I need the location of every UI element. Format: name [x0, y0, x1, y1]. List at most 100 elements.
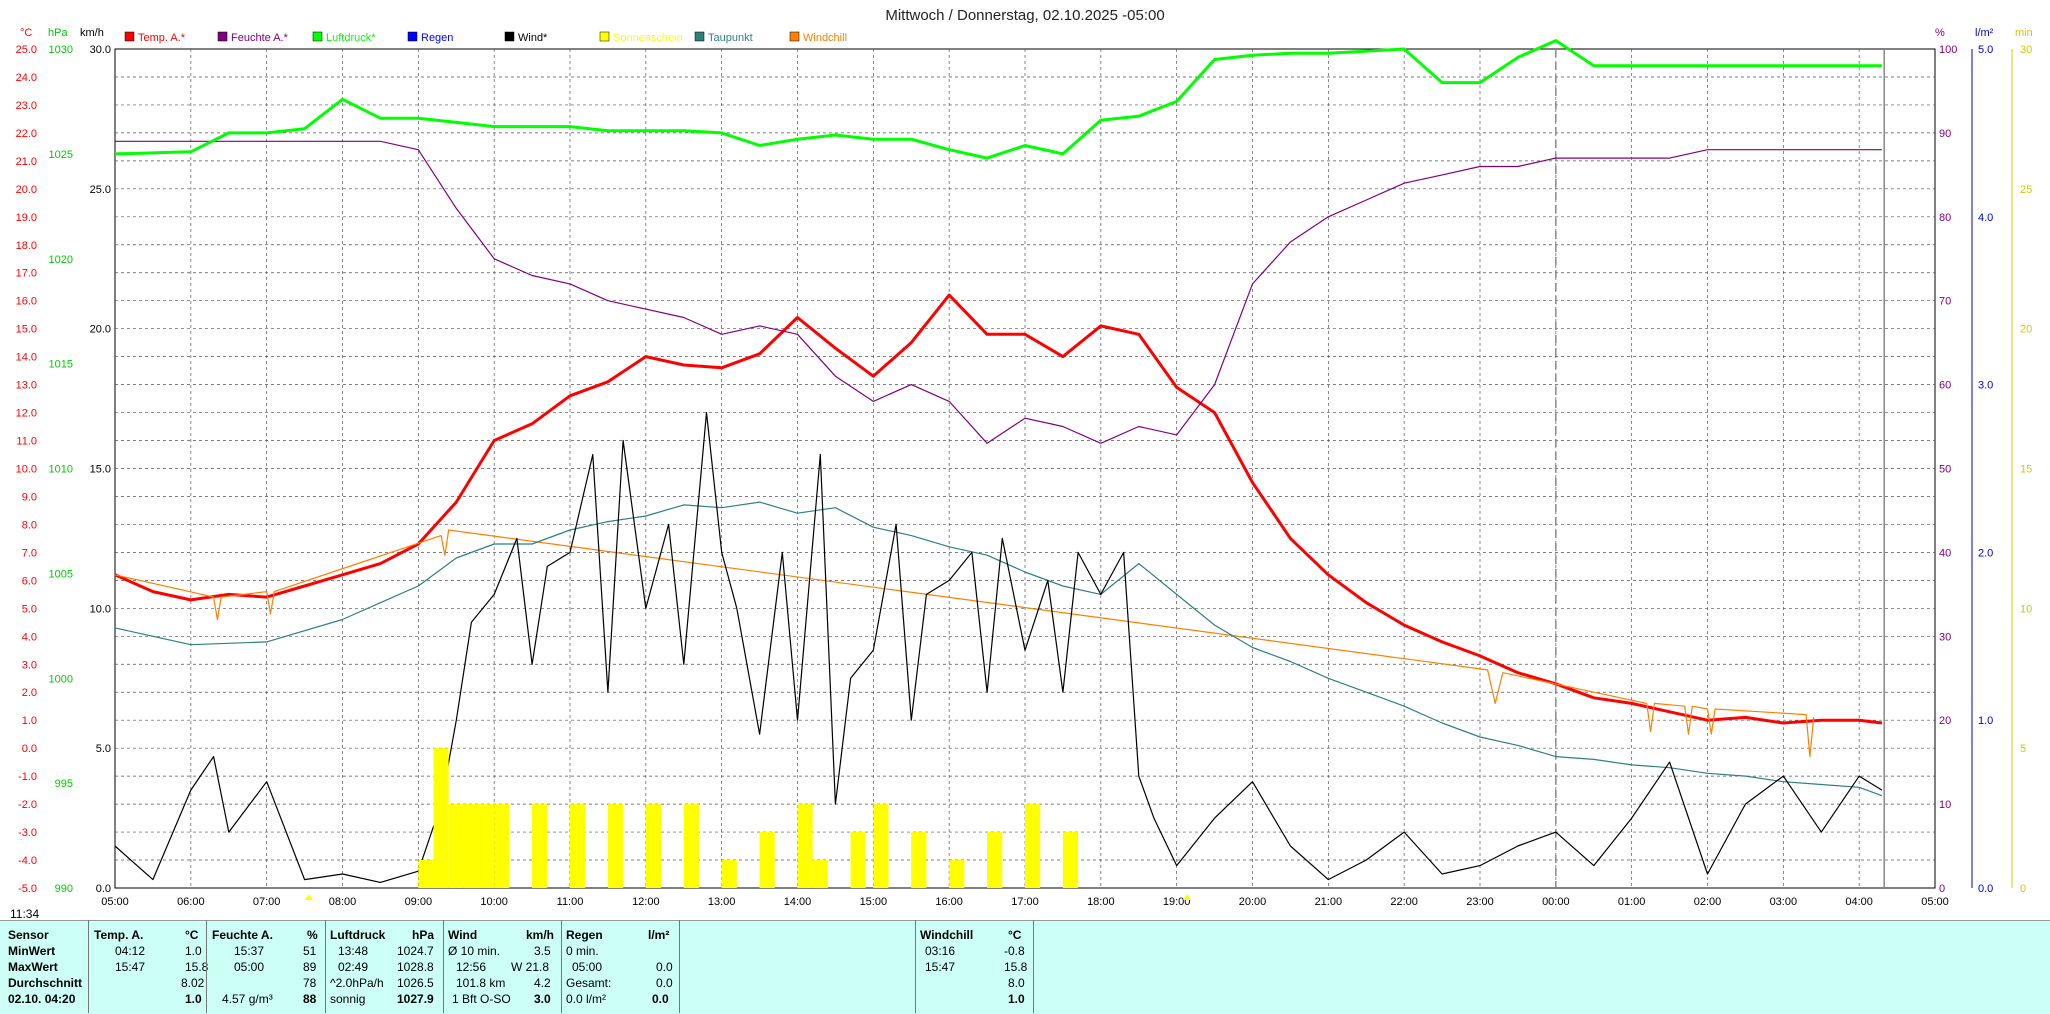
temp-tick: 16.0: [16, 296, 37, 308]
sunshine-bar: [494, 804, 510, 888]
x-tick: 03:00: [1770, 896, 1798, 908]
legend-swatch: [504, 31, 515, 42]
series-line-wind: [114, 412, 1883, 884]
humidity-tick: 80: [1939, 212, 1951, 224]
x-tick: 22:00: [1390, 896, 1418, 908]
sunshine-bar: [759, 832, 775, 888]
x-tick: 10:00: [480, 896, 508, 908]
legend-swatch: [407, 31, 418, 42]
rain-tick: 0.0: [1978, 883, 1993, 895]
humidity-tick: 30: [1939, 631, 1951, 643]
sunshine-bar: [721, 860, 737, 888]
divider: [1033, 920, 1034, 1013]
rain-max-time: 05:00: [572, 960, 603, 974]
press-avg-value: 1026.5: [397, 976, 434, 990]
wind-avg10-label: Ø 10 min.: [448, 944, 501, 958]
temp-max-time: 15:47: [115, 960, 146, 974]
legend-label: Regen: [421, 32, 453, 44]
sunshine-bar: [911, 832, 927, 888]
sun-tick: 15: [2020, 464, 2032, 476]
humidity-tick: 40: [1939, 547, 1951, 559]
humidity-tick: 10: [1939, 799, 1951, 811]
rain-tick: 4.0: [1978, 212, 1993, 224]
rain-duration-label: 0 min.: [566, 944, 599, 958]
temp-tick: 18.0: [16, 240, 37, 252]
wind-current-value: 3.0: [534, 992, 551, 1006]
sun-tick: 20: [2020, 324, 2032, 336]
sunshine-bar: [433, 748, 449, 888]
temp-tick: 20.0: [16, 184, 37, 196]
legend-label: Temp. A.*: [138, 32, 186, 44]
durchschnitt-label: Durchschnitt: [8, 976, 83, 990]
wind-tick: 25.0: [90, 184, 111, 196]
temp-tick: 11.0: [16, 436, 37, 448]
wind-bft-label: 1 Bft O-SO: [452, 992, 511, 1006]
legend-label: Windchill: [803, 32, 847, 44]
wind-max-time: 12:56: [456, 960, 487, 974]
x-tick: 04:00: [1845, 896, 1873, 908]
temp-tick: 0.0: [22, 743, 37, 755]
temp-unit: °C: [20, 27, 32, 39]
temp-tick: 5.0: [22, 603, 37, 615]
rain-total-value: 0.0: [656, 976, 673, 990]
x-tick: 01:00: [1618, 896, 1646, 908]
humidity-tick: 50: [1939, 464, 1951, 476]
press-max-value: 1028.8: [397, 960, 434, 974]
wind-tick: 10.0: [90, 603, 111, 615]
series-line-temp: [114, 501, 1883, 797]
temp-tick: 3.0: [22, 659, 37, 671]
rain-total-label: Gesamt:: [566, 976, 612, 990]
chill-unit: °C: [1008, 928, 1022, 942]
temp-tick: 19.0: [16, 212, 37, 224]
rain-tick: 1.0: [1978, 715, 1993, 727]
temp-tick: 22.0: [16, 128, 37, 140]
hum-min-time: 15:37: [234, 944, 265, 958]
sunshine-bar: [418, 860, 434, 888]
minwert-label: MinWert: [8, 944, 56, 958]
rain-unit: l/m²: [648, 928, 670, 942]
maxwert-label: MaxWert: [8, 960, 58, 974]
humidity-tick: 90: [1939, 128, 1951, 140]
time-label: 11:34: [10, 907, 39, 920]
wind-run-label: 101.8 km: [456, 976, 506, 990]
legend-swatch: [789, 31, 800, 42]
divider: [679, 920, 680, 1013]
sunshine-bar: [645, 804, 661, 888]
hum-current-value: 88: [303, 992, 317, 1006]
temp-tick: 23.0: [16, 100, 37, 112]
divider: [325, 920, 326, 1013]
wind-unit: km/h: [526, 928, 555, 942]
pressure-tick: 1010: [49, 464, 73, 476]
chill-max-value: 15.8: [1004, 960, 1028, 974]
press-current-value: 1027.9: [397, 992, 434, 1006]
sunshine-bar: [570, 804, 586, 888]
x-tick: 08:00: [329, 896, 357, 908]
rain-header: Regen: [566, 928, 603, 942]
humidity-tick: 60: [1939, 380, 1951, 392]
divider: [915, 920, 916, 1013]
weather-chart: Mittwoch / Donnerstag, 02.10.2025 -05:00…: [10, 7, 2033, 920]
temp-tick: 6.0: [22, 575, 37, 587]
sun-tick: 30: [2020, 44, 2032, 56]
wind-tick: 5.0: [96, 743, 111, 755]
pressure-tick: 1030: [49, 44, 73, 56]
divider: [88, 920, 89, 1013]
series-line-pressure: [114, 39, 1882, 160]
legend-label: Sonnenschein: [613, 32, 683, 44]
temp-tick: -3.0: [18, 827, 37, 839]
sun-unit: min: [2015, 27, 2033, 39]
press-min-time: 13:48: [338, 944, 369, 958]
pressure-tick: 1025: [49, 149, 73, 161]
x-tick: 16:00: [935, 896, 963, 908]
x-tick: 05:00: [1921, 896, 1949, 908]
temp-tick: 9.0: [22, 491, 37, 503]
wind-max-value: W 21.8: [511, 960, 550, 974]
temp-tick: 15.0: [16, 324, 37, 336]
sun-tick: 10: [2020, 603, 2032, 615]
x-tick: 18:00: [1087, 896, 1115, 908]
sunset-marker: [1183, 894, 1191, 900]
temp-tick: 10.0: [16, 464, 37, 476]
humidity-tick: 100: [1939, 44, 1957, 56]
x-tick: 20:00: [1239, 896, 1267, 908]
divider: [561, 920, 562, 1013]
